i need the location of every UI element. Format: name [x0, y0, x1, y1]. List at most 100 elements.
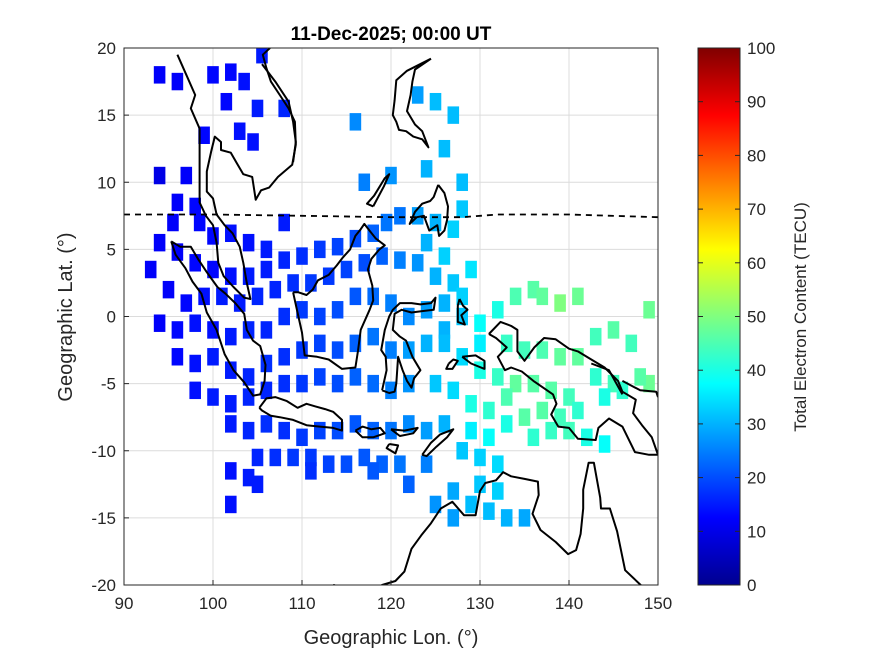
tec-cell	[527, 428, 540, 447]
coastline	[354, 425, 386, 439]
coastline	[170, 240, 267, 397]
tec-cell	[233, 294, 246, 312]
tec-cell	[447, 220, 460, 238]
tec-cell	[207, 227, 219, 245]
tec-cell	[233, 122, 246, 140]
tec-cell	[500, 334, 513, 353]
tec-cell	[438, 139, 451, 158]
tec-cell	[331, 301, 344, 319]
tec-cell	[438, 247, 451, 265]
tec-cell	[500, 509, 513, 527]
coastline	[258, 396, 343, 432]
tec-cell	[572, 287, 584, 306]
tec-cell	[483, 401, 495, 420]
tec-cell	[349, 415, 362, 433]
tec-cell	[260, 354, 273, 373]
tec-cell	[429, 213, 442, 232]
tec-cell	[420, 455, 433, 473]
tec-cell	[456, 173, 468, 191]
tec-cell	[536, 401, 549, 420]
tec-cell	[492, 301, 504, 319]
x-tick-label: 150	[644, 594, 672, 613]
tec-cell	[225, 495, 237, 514]
tec-cell	[581, 428, 593, 447]
coastline	[385, 443, 400, 455]
tec-cell	[207, 321, 219, 339]
tec-cell	[367, 462, 379, 480]
tec-cell	[483, 428, 495, 447]
tec-cell	[572, 401, 584, 420]
tec-cell	[492, 482, 504, 500]
tec-cell	[429, 92, 442, 111]
tec-cell	[403, 475, 415, 494]
tec-cell	[403, 415, 415, 433]
tec-cell	[589, 368, 602, 386]
coastline	[488, 320, 658, 456]
tec-cell	[314, 307, 326, 326]
tec-cell	[385, 421, 397, 440]
tec-cell	[572, 348, 584, 366]
tec-cell	[509, 287, 522, 306]
tec-cell	[314, 334, 326, 353]
coastline	[333, 461, 643, 585]
tec-cell	[305, 448, 317, 467]
tec-cell	[189, 381, 201, 400]
tec-cell	[189, 197, 201, 216]
y-tick-label: -20	[91, 576, 116, 595]
colorbar-tick-label: 30	[747, 415, 766, 434]
tec-cell	[242, 368, 255, 386]
tec-cell	[367, 421, 379, 440]
colorbar-tick-label: 60	[747, 254, 766, 273]
tec-cell	[251, 448, 264, 467]
tec-cell	[331, 421, 344, 440]
tec-cell	[171, 72, 184, 91]
tec-cell	[456, 442, 468, 460]
tec-cell	[447, 274, 460, 292]
tec-cell	[180, 166, 193, 185]
tec-cell	[349, 368, 362, 386]
tec-cell	[589, 327, 602, 346]
tec-cell	[287, 274, 299, 292]
tec-cell	[403, 307, 415, 326]
y-axis-ticks: 20 15 10 5 0 -5 -10 -15 -20	[91, 39, 129, 595]
tec-cell	[269, 280, 282, 299]
tec-cell	[198, 287, 210, 306]
tec-cell	[349, 287, 362, 306]
tec-cell	[429, 495, 442, 514]
colorbar-ticks: 0 10 20 30 40 50 60 70 80 90 100	[698, 39, 775, 595]
tec-cell	[314, 421, 326, 440]
tec-cell	[305, 274, 317, 292]
tec-cell	[438, 334, 451, 353]
tec-cell	[465, 421, 477, 440]
tec-cell	[465, 395, 477, 413]
tec-cell	[242, 267, 255, 285]
coastline	[366, 173, 391, 208]
tec-cell	[536, 287, 549, 306]
tec-cell	[447, 381, 460, 400]
colorbar-tick-label: 90	[747, 93, 766, 112]
tec-cell	[367, 374, 379, 393]
tec-cell	[394, 207, 406, 225]
x-tick-label: 120	[377, 594, 405, 613]
tec-cell	[527, 280, 540, 299]
x-axis-ticks: 90 100 110 120 130 140 150	[115, 580, 672, 613]
tec-cell	[278, 421, 290, 440]
tec-cell	[563, 388, 575, 406]
tec-cell	[465, 260, 477, 279]
x-tick-label: 100	[199, 594, 227, 613]
tec-cell	[225, 224, 237, 242]
tec-cell	[278, 374, 290, 393]
coastline	[292, 222, 386, 370]
tec-cell	[225, 267, 237, 285]
magnetic-equator-line	[124, 213, 658, 219]
tec-cell	[598, 435, 611, 453]
tec-cell	[153, 233, 166, 252]
tec-cell	[278, 251, 290, 269]
tec-cell	[483, 502, 495, 520]
tec-cell	[314, 368, 326, 386]
colorbar-label: Total Electron Content (TECU)	[791, 202, 810, 432]
tec-cell	[331, 341, 344, 359]
tec-cell	[278, 213, 290, 232]
tec-cell	[251, 287, 264, 306]
